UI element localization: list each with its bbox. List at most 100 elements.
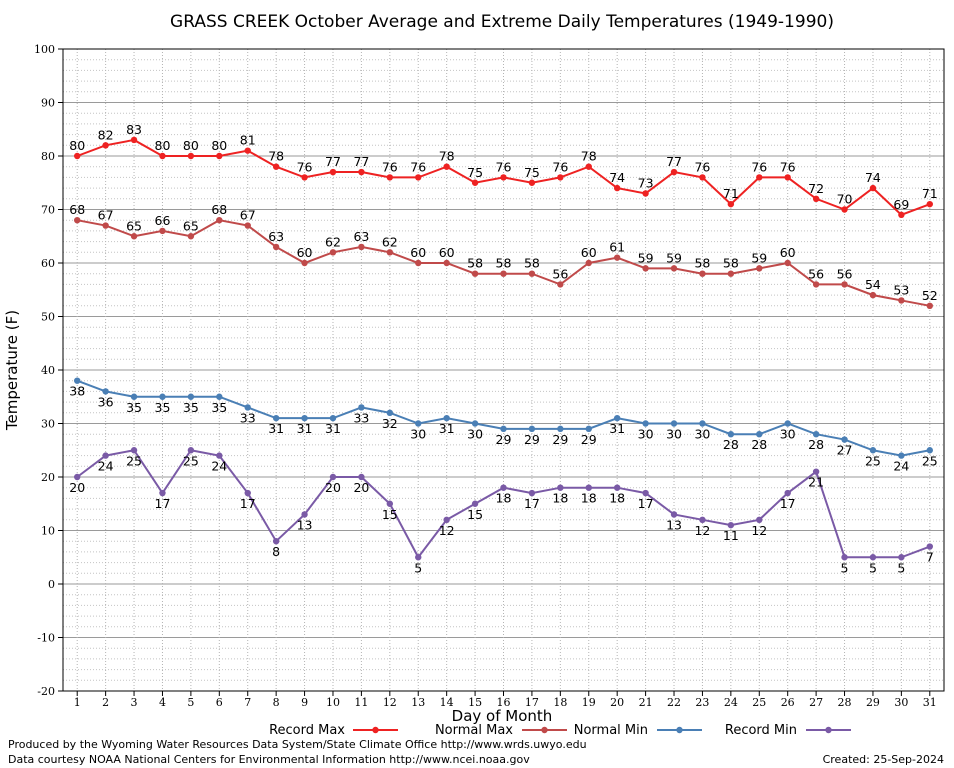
data-label: 58	[694, 256, 710, 271]
x-axis-label: Day of Month	[452, 707, 553, 725]
data-point	[898, 452, 905, 459]
data-point	[528, 489, 536, 497]
data-point	[812, 195, 820, 202]
data-point	[642, 265, 649, 272]
data-label: 76	[410, 159, 426, 174]
data-label: 71	[922, 186, 938, 201]
data-label: 76	[694, 159, 710, 174]
data-label: 60	[410, 245, 426, 260]
x-tick-label: 21	[639, 696, 653, 709]
y-tick-label: 0	[48, 578, 55, 591]
data-point	[500, 484, 507, 491]
data-label: 17	[638, 496, 654, 511]
data-label: 80	[155, 138, 171, 153]
data-label: 13	[666, 517, 682, 532]
data-point	[301, 414, 308, 422]
legend-marker	[825, 726, 832, 734]
data-label: 76	[496, 159, 512, 174]
data-label: 20	[69, 480, 85, 495]
legend-label: Record Min	[725, 723, 797, 738]
data-label: 61	[609, 240, 625, 255]
data-label: 76	[297, 159, 313, 174]
data-label: 25	[126, 453, 142, 468]
data-point	[272, 243, 280, 251]
data-point	[613, 184, 621, 192]
data-point	[216, 393, 223, 400]
data-point	[699, 516, 706, 523]
data-label: 31	[609, 421, 625, 436]
y-tick-label: 80	[41, 150, 55, 163]
data-label: 63	[268, 229, 284, 244]
y-tick-label: 70	[41, 204, 55, 217]
data-point	[926, 447, 933, 454]
data-label: 78	[268, 149, 284, 164]
data-label: 60	[581, 245, 597, 260]
data-point	[585, 484, 592, 491]
data-point	[784, 420, 791, 427]
data-label: 12	[439, 523, 455, 538]
data-point	[670, 511, 678, 518]
y-tick-label: 50	[41, 311, 55, 324]
data-label: 8	[272, 544, 280, 559]
chart-title: GRASS CREEK October Average and Extreme …	[170, 12, 834, 32]
data-label: 31	[439, 421, 455, 436]
data-point	[130, 136, 138, 144]
data-label: 18	[552, 491, 568, 506]
x-tick-label: 29	[866, 696, 880, 709]
legend: Record Max Normal Max Normal Min Record Min	[269, 723, 851, 738]
data-point	[756, 431, 763, 438]
data-label: 30	[467, 427, 483, 442]
y-tick-label: -10	[37, 632, 55, 645]
data-label: 18	[496, 491, 512, 506]
x-tick-label: 9	[301, 696, 308, 709]
y-tick-label: 40	[41, 364, 55, 377]
x-tick-label: 25	[752, 696, 766, 709]
data-point	[415, 259, 422, 267]
data-point	[272, 538, 280, 545]
data-label: 17	[524, 496, 540, 511]
data-point	[613, 254, 621, 261]
data-point	[812, 281, 820, 288]
data-point	[329, 414, 337, 422]
data-point	[812, 431, 820, 438]
data-point	[670, 420, 678, 427]
data-point	[159, 152, 166, 160]
data-label: 58	[723, 256, 739, 271]
data-point	[130, 447, 138, 454]
x-tick-label: 2	[102, 696, 109, 709]
data-point	[670, 265, 678, 272]
data-point	[756, 516, 763, 523]
data-point	[102, 452, 109, 459]
data-point	[159, 393, 166, 400]
y-tick-label: 20	[41, 471, 55, 484]
data-point	[699, 420, 706, 427]
x-tick-label: 15	[468, 696, 482, 709]
data-point	[898, 297, 905, 304]
data-point	[301, 511, 308, 518]
data-label: 30	[780, 427, 796, 442]
data-label: 33	[240, 410, 256, 425]
data-label: 17	[780, 496, 796, 511]
x-axis-ticks: 1 2 3 4 5 6 7 8 9 10 11 12 13 14 15 16 17 18 19 20 21 22 23 24 2…	[74, 691, 937, 709]
data-label: 77	[353, 154, 369, 169]
data-point	[727, 521, 735, 529]
data-point	[471, 500, 479, 507]
data-point	[500, 174, 507, 181]
data-point	[386, 174, 394, 181]
x-tick-label: 19	[582, 696, 596, 709]
y-tick-label: -20	[37, 685, 55, 698]
data-point	[869, 447, 877, 454]
data-point	[74, 473, 81, 481]
data-point	[329, 168, 337, 176]
data-point	[869, 291, 877, 299]
data-point	[272, 163, 280, 170]
legend-marker	[372, 726, 379, 734]
data-point	[130, 233, 138, 240]
data-point	[727, 270, 735, 277]
data-point	[500, 425, 507, 433]
data-point	[585, 259, 592, 267]
data-point	[869, 184, 877, 192]
x-tick-label: 8	[273, 696, 280, 709]
data-label: 5	[414, 560, 422, 575]
